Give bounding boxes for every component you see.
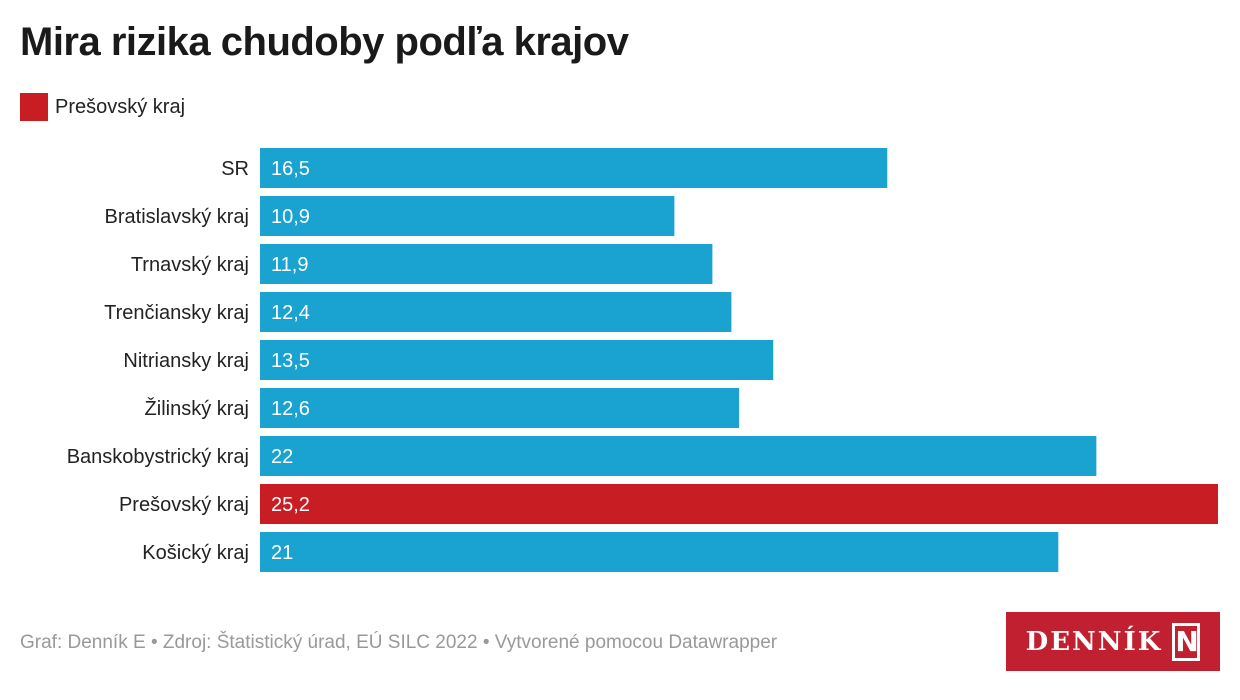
category-label: Košický kraj (142, 542, 249, 564)
bar (260, 292, 732, 332)
category-label: Prešovský kraj (119, 494, 249, 516)
value-label: 12,6 (271, 398, 310, 420)
category-label: SR (221, 158, 249, 180)
category-label: Žilinský kraj (145, 397, 249, 420)
bar (260, 196, 675, 236)
value-label: 21 (271, 542, 293, 564)
chart-title: Mira rizika chudoby podľa krajov (20, 20, 629, 64)
bar (260, 532, 1059, 572)
footer-source: Graf: Denník E • Zdroj: Štatistický úrad… (20, 632, 778, 653)
value-label: 13,5 (271, 350, 310, 372)
logo-mark: N (1172, 622, 1201, 661)
value-label: 11,9 (271, 254, 308, 276)
bar (260, 484, 1218, 524)
bar (260, 436, 1097, 476)
value-label: 22 (271, 446, 293, 468)
logo-text: DENNÍK (1025, 626, 1163, 657)
category-label: Bratislavský kraj (105, 206, 249, 228)
legend-swatch (20, 93, 48, 121)
bar (260, 148, 888, 188)
bar (260, 244, 713, 284)
legend-label: Prešovský kraj (55, 95, 186, 118)
value-label: 12,4 (271, 302, 310, 324)
category-label: Trnavský kraj (131, 254, 249, 276)
legend: Prešovský kraj (20, 93, 185, 121)
value-label: 10,9 (271, 206, 310, 228)
category-label: Trenčiansky kraj (104, 302, 249, 324)
value-label: 25,2 (271, 494, 310, 516)
category-label: Nitriansky kraj (123, 350, 249, 372)
bar (260, 388, 739, 428)
value-label: 16,5 (271, 158, 310, 180)
bar (260, 340, 774, 380)
category-label: Banskobystrický kraj (67, 446, 249, 468)
bar-chart: SR 16,5 Bratislavský kraj 10,9 Trnavský kraj… (67, 148, 1218, 572)
dennik-n-logo: DENNÍK N (1006, 612, 1220, 671)
